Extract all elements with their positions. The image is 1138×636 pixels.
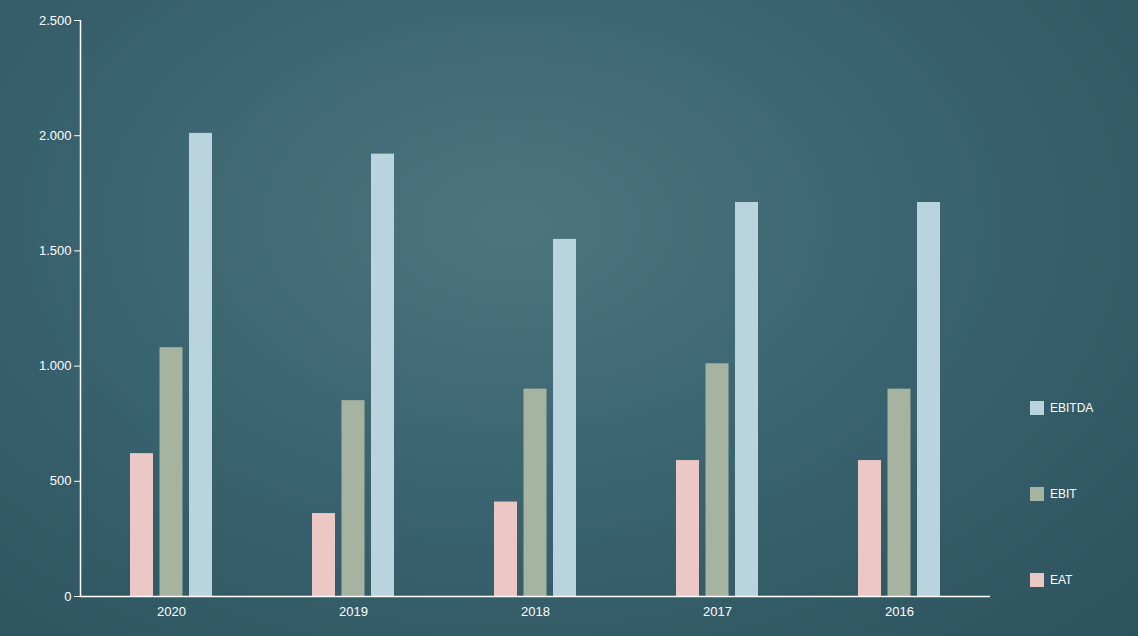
html-text:EAT: EAT: [1050, 573, 1073, 587]
svg-text:2018: 2018: [521, 604, 550, 619]
svg-text:1.500: 1.500: [39, 243, 72, 258]
svg-text:0: 0: [64, 589, 71, 604]
svg-text:2016: 2016: [885, 604, 914, 619]
svg-text:2.500: 2.500: [39, 13, 72, 28]
svg-text:2.000: 2.000: [39, 128, 72, 143]
svg-text:1.000: 1.000: [39, 358, 72, 373]
svg-text:2019: 2019: [339, 604, 368, 619]
html-text:EBIT: EBIT: [1050, 487, 1077, 501]
html-text:EBITDA: EBITDA: [1050, 401, 1094, 415]
svg-text:500: 500: [50, 473, 72, 488]
svg-text:2017: 2017: [703, 604, 732, 619]
svg-text:2020: 2020: [157, 604, 186, 619]
